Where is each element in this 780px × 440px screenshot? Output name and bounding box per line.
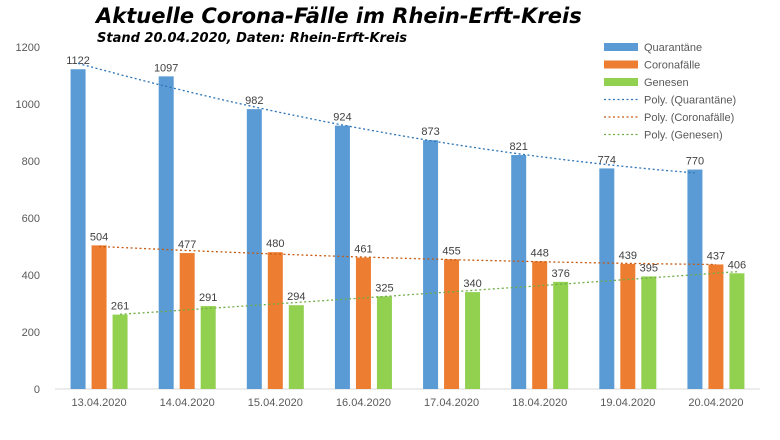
bar-quarantäne [511,155,527,389]
data-label: 325 [375,282,393,294]
legend-label: Genesen [644,77,689,89]
legend-swatch [604,43,638,51]
bar-genesen [200,306,216,389]
bar-genesen [729,273,745,389]
bar-coronafälle [355,257,371,389]
bar-coronafälle [91,245,107,389]
bar-quarantäne [423,140,439,389]
bar-genesen [288,305,304,389]
data-label: 1097 [154,62,178,74]
data-label: 461 [354,244,372,256]
bar-genesen [112,314,128,389]
data-label: 504 [90,231,108,243]
data-label: 774 [598,154,616,166]
legend-label: Coronafälle [644,60,700,72]
bar-coronafälle [620,263,636,389]
x-tick-label: 17.04.2020 [424,397,479,409]
y-tick-label: 400 [22,270,40,282]
chart-title: Aktuelle Corona-Fälle im Rhein-Erft-Krei… [96,4,582,28]
data-label: 340 [463,278,481,290]
legend-swatch [604,78,638,86]
x-tick-label: 19.04.2020 [600,397,655,409]
x-tick-label: 15.04.2020 [248,397,303,409]
y-tick-label: 1000 [16,99,40,111]
data-label: 477 [178,239,196,251]
data-label: 1122 [66,55,90,67]
data-label: 406 [728,259,746,271]
data-label: 294 [287,291,305,303]
data-label: 455 [442,245,460,257]
bar-quarantäne [599,168,615,389]
bar-quarantäne [334,125,350,389]
bar-quarantäne [246,109,262,389]
bar-genesen [641,276,657,389]
data-label: 261 [111,301,129,313]
bar-coronafälle [532,261,548,389]
bar-coronafälle [708,264,724,389]
x-tick-label: 14.04.2020 [160,397,215,409]
data-label: 821 [510,141,528,153]
chart-subtitle: Stand 20.04.2020, Daten: Rhein-Erft-Krei… [97,31,407,46]
legend-label: Poly. (Genesen) [644,130,723,142]
y-tick-label: 600 [22,213,40,225]
data-label: 376 [552,268,570,280]
bar-quarantäne [70,69,86,389]
data-label: 439 [619,250,637,262]
bar-coronafälle [444,259,460,389]
y-tick-label: 1200 [16,42,40,54]
data-label: 291 [199,292,217,304]
bar-quarantäne [158,76,174,389]
legend-label: Quarantäne [644,42,702,54]
bar-coronafälle [267,252,283,389]
legend-label: Poly. (Quarantäne) [644,95,736,107]
y-tick-label: 0 [34,384,40,396]
data-label: 982 [245,95,263,107]
x-tick-label: 13.04.2020 [72,397,127,409]
x-tick-label: 16.04.2020 [336,397,391,409]
legend-label: Poly. (Coronafälle) [644,112,734,124]
data-label: 480 [266,238,284,250]
bar-coronafälle [179,253,195,389]
bar-genesen [553,281,569,389]
legend-swatch [604,60,638,69]
data-label: 395 [640,262,658,274]
data-label: 770 [686,156,704,168]
trendline-quarantäne [77,62,695,174]
data-label: 873 [421,126,439,138]
data-label: 924 [333,112,351,124]
data-label: 448 [531,247,549,259]
y-tick-label: 200 [22,327,40,339]
x-tick-label: 18.04.2020 [512,397,567,409]
y-tick-label: 800 [22,156,40,168]
bar-genesen [376,296,392,389]
bar-genesen [465,292,481,389]
bar-quarantäne [687,169,703,389]
x-tick-label: 20.04.2020 [688,397,743,409]
data-label: 437 [707,250,725,262]
trendline-coronafälle [99,245,716,266]
